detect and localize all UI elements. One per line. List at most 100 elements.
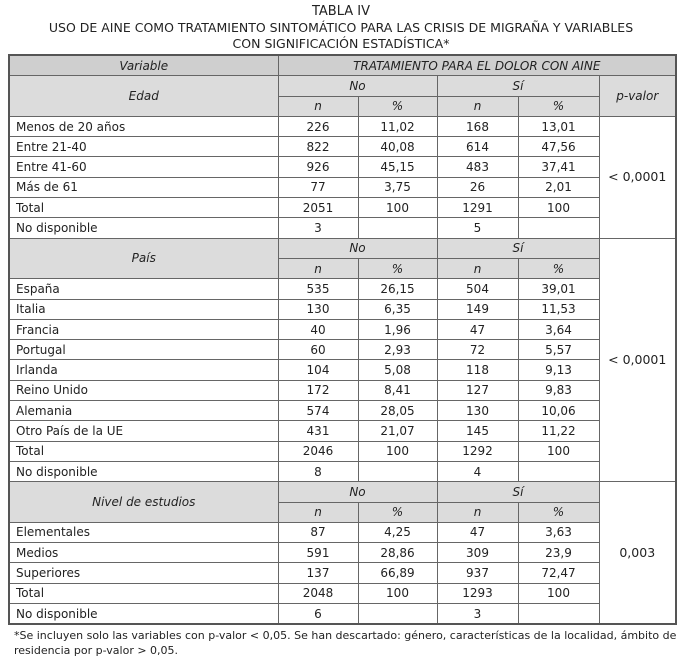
value-cell: 100 xyxy=(357,440,438,462)
row-label: Más de 61 xyxy=(8,176,279,199)
table-row: Más de 61 77 3,75 26 2,01 xyxy=(8,176,676,199)
value-cell: 1293 xyxy=(436,582,519,605)
table-row: Total 2048 100 1293 100 xyxy=(8,582,676,605)
n-header: n xyxy=(436,501,519,523)
value-cell: 23,9 xyxy=(517,542,600,564)
row-label: Francia xyxy=(8,318,279,341)
value-cell: 9,83 xyxy=(517,379,600,402)
value-cell: 614 xyxy=(436,136,519,158)
value-cell: 66,89 xyxy=(357,562,438,584)
n-header: n xyxy=(277,501,359,523)
table-row: Menos de 20 años 226 11,02 168 13,01 < 0,0001 xyxy=(8,115,677,239)
value-cell: 937 xyxy=(436,562,519,584)
value-cell: 127 xyxy=(436,379,519,402)
no-header: No xyxy=(277,481,438,503)
section-header-row: País No Sí < 0,0001 xyxy=(8,237,677,483)
table-row: Total 2046 100 1292 100 xyxy=(8,440,676,462)
table-row: No disponible 6 3 xyxy=(8,603,676,625)
p-value-cell: < 0,0001 xyxy=(598,237,677,483)
value-cell: 47 xyxy=(436,521,519,544)
table-row: Elementales 87 4,25 47 3,63 xyxy=(8,521,676,544)
si-header: Sí xyxy=(436,481,600,503)
table-row: Superiores 137 66,89 937 72,47 xyxy=(8,562,676,584)
percent-header: % xyxy=(357,95,438,117)
table-row: Alemania 574 28,05 130 10,06 xyxy=(8,400,676,422)
value-cell: 6 xyxy=(277,603,359,625)
value-cell xyxy=(517,603,600,625)
value-cell: 504 xyxy=(436,278,519,300)
p-value-cell: < 0,0001 xyxy=(598,115,677,239)
row-label: Reino Unido xyxy=(8,379,279,402)
table-row: No disponible 3 5 xyxy=(8,217,676,239)
table-title: TABLA IV xyxy=(311,4,371,19)
percent-header: % xyxy=(517,257,600,280)
value-cell xyxy=(357,603,438,625)
value-cell: 130 xyxy=(436,400,519,422)
value-cell: 11,53 xyxy=(517,298,600,320)
no-header: No xyxy=(277,75,438,97)
value-cell: 483 xyxy=(436,156,519,178)
value-cell: 11,22 xyxy=(517,420,600,442)
row-label: Total xyxy=(8,197,279,219)
value-cell: 226 xyxy=(277,115,359,138)
footnote-line: residencia por p-valor > 0,05. xyxy=(14,644,179,657)
section-label: Nivel de estudios xyxy=(8,481,279,523)
value-cell: 11,02 xyxy=(357,115,438,138)
value-cell xyxy=(517,217,600,239)
value-cell xyxy=(357,217,438,239)
row-label: Entre 21-40 xyxy=(8,136,279,158)
n-header: n xyxy=(277,257,359,280)
value-cell: 5,08 xyxy=(357,359,438,381)
value-cell: 118 xyxy=(436,359,519,381)
value-cell: 172 xyxy=(277,379,359,402)
value-cell: 77 xyxy=(277,176,359,199)
value-cell: 28,86 xyxy=(357,542,438,564)
value-cell: 145 xyxy=(436,420,519,442)
row-label: Entre 41-60 xyxy=(8,156,279,178)
row-label: Italia xyxy=(8,298,279,320)
table-row: Italia 130 6,35 149 11,53 xyxy=(8,298,676,320)
treatment-header: TRATAMIENTO PARA EL DOLOR CON AINE xyxy=(277,54,677,77)
table-row: Reino Unido 172 8,41 127 9,83 xyxy=(8,379,676,402)
value-cell: 37,41 xyxy=(517,156,600,178)
value-cell: 100 xyxy=(357,197,438,219)
value-cell: 47 xyxy=(436,318,519,341)
table-subtitle-continued: CON SIGNIFICACIÓN ESTADÍSTICA* xyxy=(232,36,450,51)
value-cell: 3 xyxy=(436,603,519,625)
value-cell: 100 xyxy=(357,582,438,605)
si-header: Sí xyxy=(436,75,600,97)
n-header: n xyxy=(436,257,519,280)
value-cell: 39,01 xyxy=(517,278,600,300)
footnote-line: *Se incluyen solo las variables con p-va… xyxy=(14,629,677,642)
value-cell: 2048 xyxy=(277,582,359,605)
value-cell: 1,96 xyxy=(357,318,438,341)
value-cell: 5 xyxy=(436,217,519,239)
value-cell: 60 xyxy=(277,339,359,361)
si-header: Sí xyxy=(436,237,600,259)
section-label: País xyxy=(8,237,279,280)
table-row: Irlanda 104 5,08 118 9,13 xyxy=(8,359,676,381)
value-cell: 45,15 xyxy=(357,156,438,178)
value-cell: 28,05 xyxy=(357,400,438,422)
row-label: Medios xyxy=(8,542,279,564)
p-valor-header: p-valor xyxy=(598,75,677,117)
percent-header: % xyxy=(357,257,438,280)
table-row: Francia 40 1,96 47 3,64 xyxy=(8,318,676,341)
row-label: Otro País de la UE xyxy=(8,420,279,442)
value-cell: 8 xyxy=(277,460,359,483)
no-header: No xyxy=(277,237,438,259)
value-cell: 168 xyxy=(436,115,519,138)
value-cell: 3,63 xyxy=(517,521,600,544)
value-cell: 2046 xyxy=(277,440,359,462)
value-cell: 130 xyxy=(277,298,359,320)
value-cell: 822 xyxy=(277,136,359,158)
value-cell: 26,15 xyxy=(357,278,438,300)
table-row: Portugal 60 2,93 72 5,57 xyxy=(8,339,676,361)
p-value-cell: 0,003 xyxy=(598,481,677,625)
value-cell: 100 xyxy=(517,440,600,462)
value-cell: 100 xyxy=(517,197,600,219)
value-cell: 6,35 xyxy=(357,298,438,320)
table-row: Medios 591 28,86 309 23,9 xyxy=(8,542,676,564)
results-table: Variable TRATAMIENTO PARA EL DOLOR CON A… xyxy=(8,54,678,626)
value-cell: 535 xyxy=(277,278,359,300)
